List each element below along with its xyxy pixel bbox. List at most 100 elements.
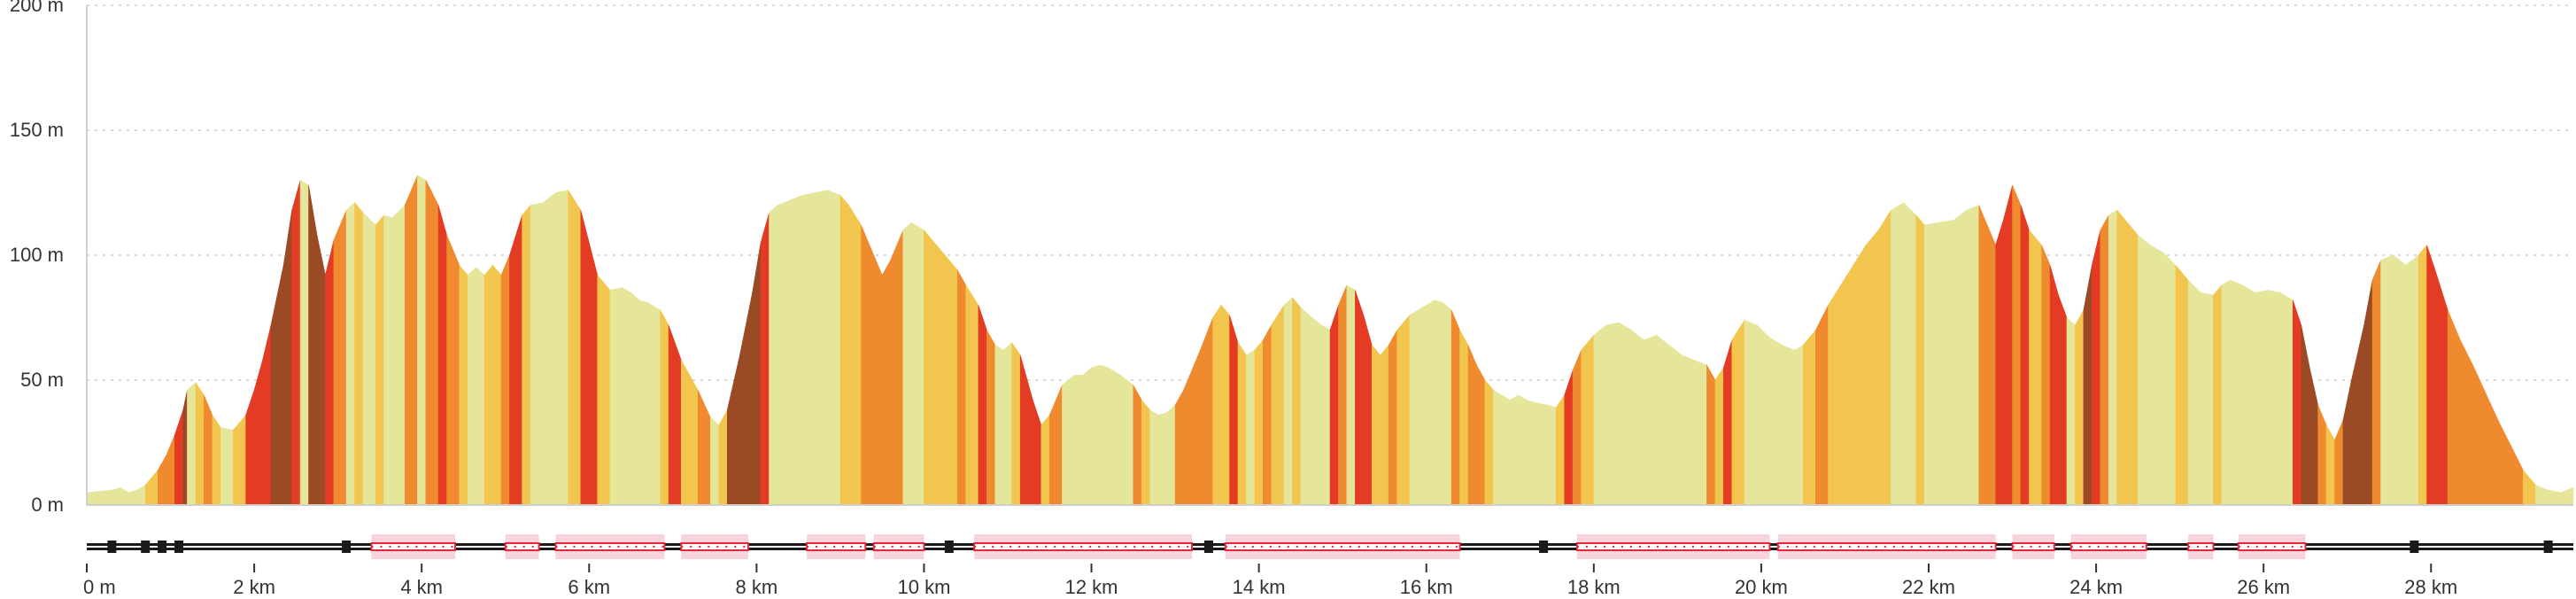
elevation-segment	[2255, 290, 2269, 506]
elevation-segment	[345, 202, 355, 506]
elevation-segment	[1903, 202, 1917, 506]
x-tick-label: 12 km	[1065, 576, 1118, 598]
y-tick-labels: 0 m 50 m 100 m 150 m 200 m	[10, 0, 64, 516]
elevation-segment	[2150, 245, 2164, 506]
elevation-segment	[2083, 265, 2093, 506]
elevation-segment	[299, 179, 309, 506]
elevation-segment	[1033, 400, 1042, 506]
elevation-segment	[910, 222, 924, 506]
elevation-segment	[2221, 279, 2231, 506]
elevation-segment	[580, 210, 590, 506]
elevation-segment	[459, 264, 468, 506]
elevation-segment	[802, 192, 816, 506]
elevation-segment	[680, 359, 699, 506]
y-tick-label: 100 m	[10, 244, 64, 266]
elevation-segment	[718, 408, 728, 506]
elevation-segment	[1572, 350, 1582, 506]
elevation-segment	[873, 254, 883, 506]
elevation-segment	[1212, 304, 1222, 506]
elevation-segment	[1978, 205, 1988, 506]
elevation-segment	[2363, 280, 2373, 506]
elevation-segment	[2075, 308, 2085, 506]
elevation-segment	[291, 180, 301, 506]
elevation-segment	[2020, 205, 2030, 506]
elevation-segment	[483, 264, 493, 506]
elevation-segment	[2309, 367, 2318, 506]
elevation-segment	[1815, 305, 1829, 506]
elevation-segment	[1509, 394, 1520, 506]
elevation-segment	[789, 194, 803, 506]
elevation-segment	[1484, 379, 1494, 506]
elevation-segment	[2548, 489, 2562, 506]
elevation-segment	[1254, 339, 1264, 506]
elevation-segment	[986, 329, 996, 506]
surface-road-marker	[2543, 541, 2553, 553]
elevation-segment	[2405, 254, 2419, 506]
elevation-segment	[1877, 209, 1891, 506]
elevation-segment	[1371, 344, 1381, 506]
elevation-segment	[1338, 284, 1348, 506]
elevation-segment	[1271, 304, 1285, 506]
elevation-segment	[861, 225, 875, 506]
elevation-segment	[2380, 254, 2394, 506]
elevation-segment	[848, 204, 862, 506]
elevation-segment	[1309, 315, 1322, 506]
elevation-segment	[638, 300, 648, 506]
elevation-segment	[1865, 229, 1879, 506]
elevation-segment	[1434, 300, 1443, 506]
elevation-segment	[1074, 375, 1084, 506]
elevation-segment	[1300, 307, 1310, 506]
elevation-segment	[2242, 284, 2256, 506]
elevation-segment	[1062, 374, 1075, 506]
surface-road-marker	[158, 541, 167, 553]
surface-road-marker	[342, 541, 352, 553]
elevation-segment	[568, 189, 582, 506]
elevation-segment	[978, 305, 987, 506]
axes	[86, 5, 2573, 506]
elevation-segment	[391, 204, 406, 506]
y-tick-label: 0 m	[31, 494, 64, 516]
elevation-segment	[1986, 225, 1996, 506]
elevation-segment	[2334, 420, 2344, 506]
elevation-segment	[1769, 337, 1783, 506]
elevation-segment	[2092, 229, 2101, 506]
elevation-segment	[2058, 295, 2068, 506]
elevation-segment	[437, 205, 447, 506]
elevation-segment	[446, 235, 460, 506]
elevation-segment	[1493, 389, 1503, 506]
surface-road-marker	[2410, 541, 2419, 553]
elevation-segment	[282, 210, 292, 506]
elevation-segment	[325, 240, 335, 506]
elevation-segment	[112, 486, 121, 506]
elevation-segment	[647, 302, 661, 506]
elevation-segment	[1002, 342, 1013, 506]
elevation-segment	[174, 409, 184, 506]
elevation-segment	[212, 414, 221, 506]
elevation-segment	[1237, 341, 1247, 506]
x-tick-label: 22 km	[1902, 576, 1955, 598]
elevation-segment	[245, 390, 255, 506]
elevation-segment	[233, 414, 246, 506]
elevation-segment	[2041, 245, 2051, 506]
elevation-segment	[270, 265, 284, 506]
elevation-segment	[1157, 412, 1167, 506]
elevation-segment	[2012, 184, 2022, 506]
y-tick-label: 50 m	[20, 369, 64, 391]
elevation-segment	[2279, 292, 2294, 506]
elevation-segment	[2213, 284, 2223, 506]
elevation-segment	[1220, 304, 1230, 506]
elevation-segment	[2485, 392, 2499, 506]
elevation-segment	[354, 201, 364, 506]
elevation-segment	[144, 469, 159, 506]
surface-road-marker	[1203, 541, 1213, 553]
elevation-segment	[375, 214, 384, 506]
elevation-segment	[128, 489, 138, 506]
elevation-segment	[1802, 329, 1816, 506]
elevation-segment	[1915, 214, 1925, 506]
elevation-segment	[1321, 324, 1331, 506]
x-tick-label: 26 km	[2237, 576, 2290, 598]
elevation-segment	[383, 214, 393, 506]
elevation-segment	[902, 222, 912, 506]
elevation-segment	[1631, 329, 1644, 506]
elevation-segment	[86, 489, 112, 506]
